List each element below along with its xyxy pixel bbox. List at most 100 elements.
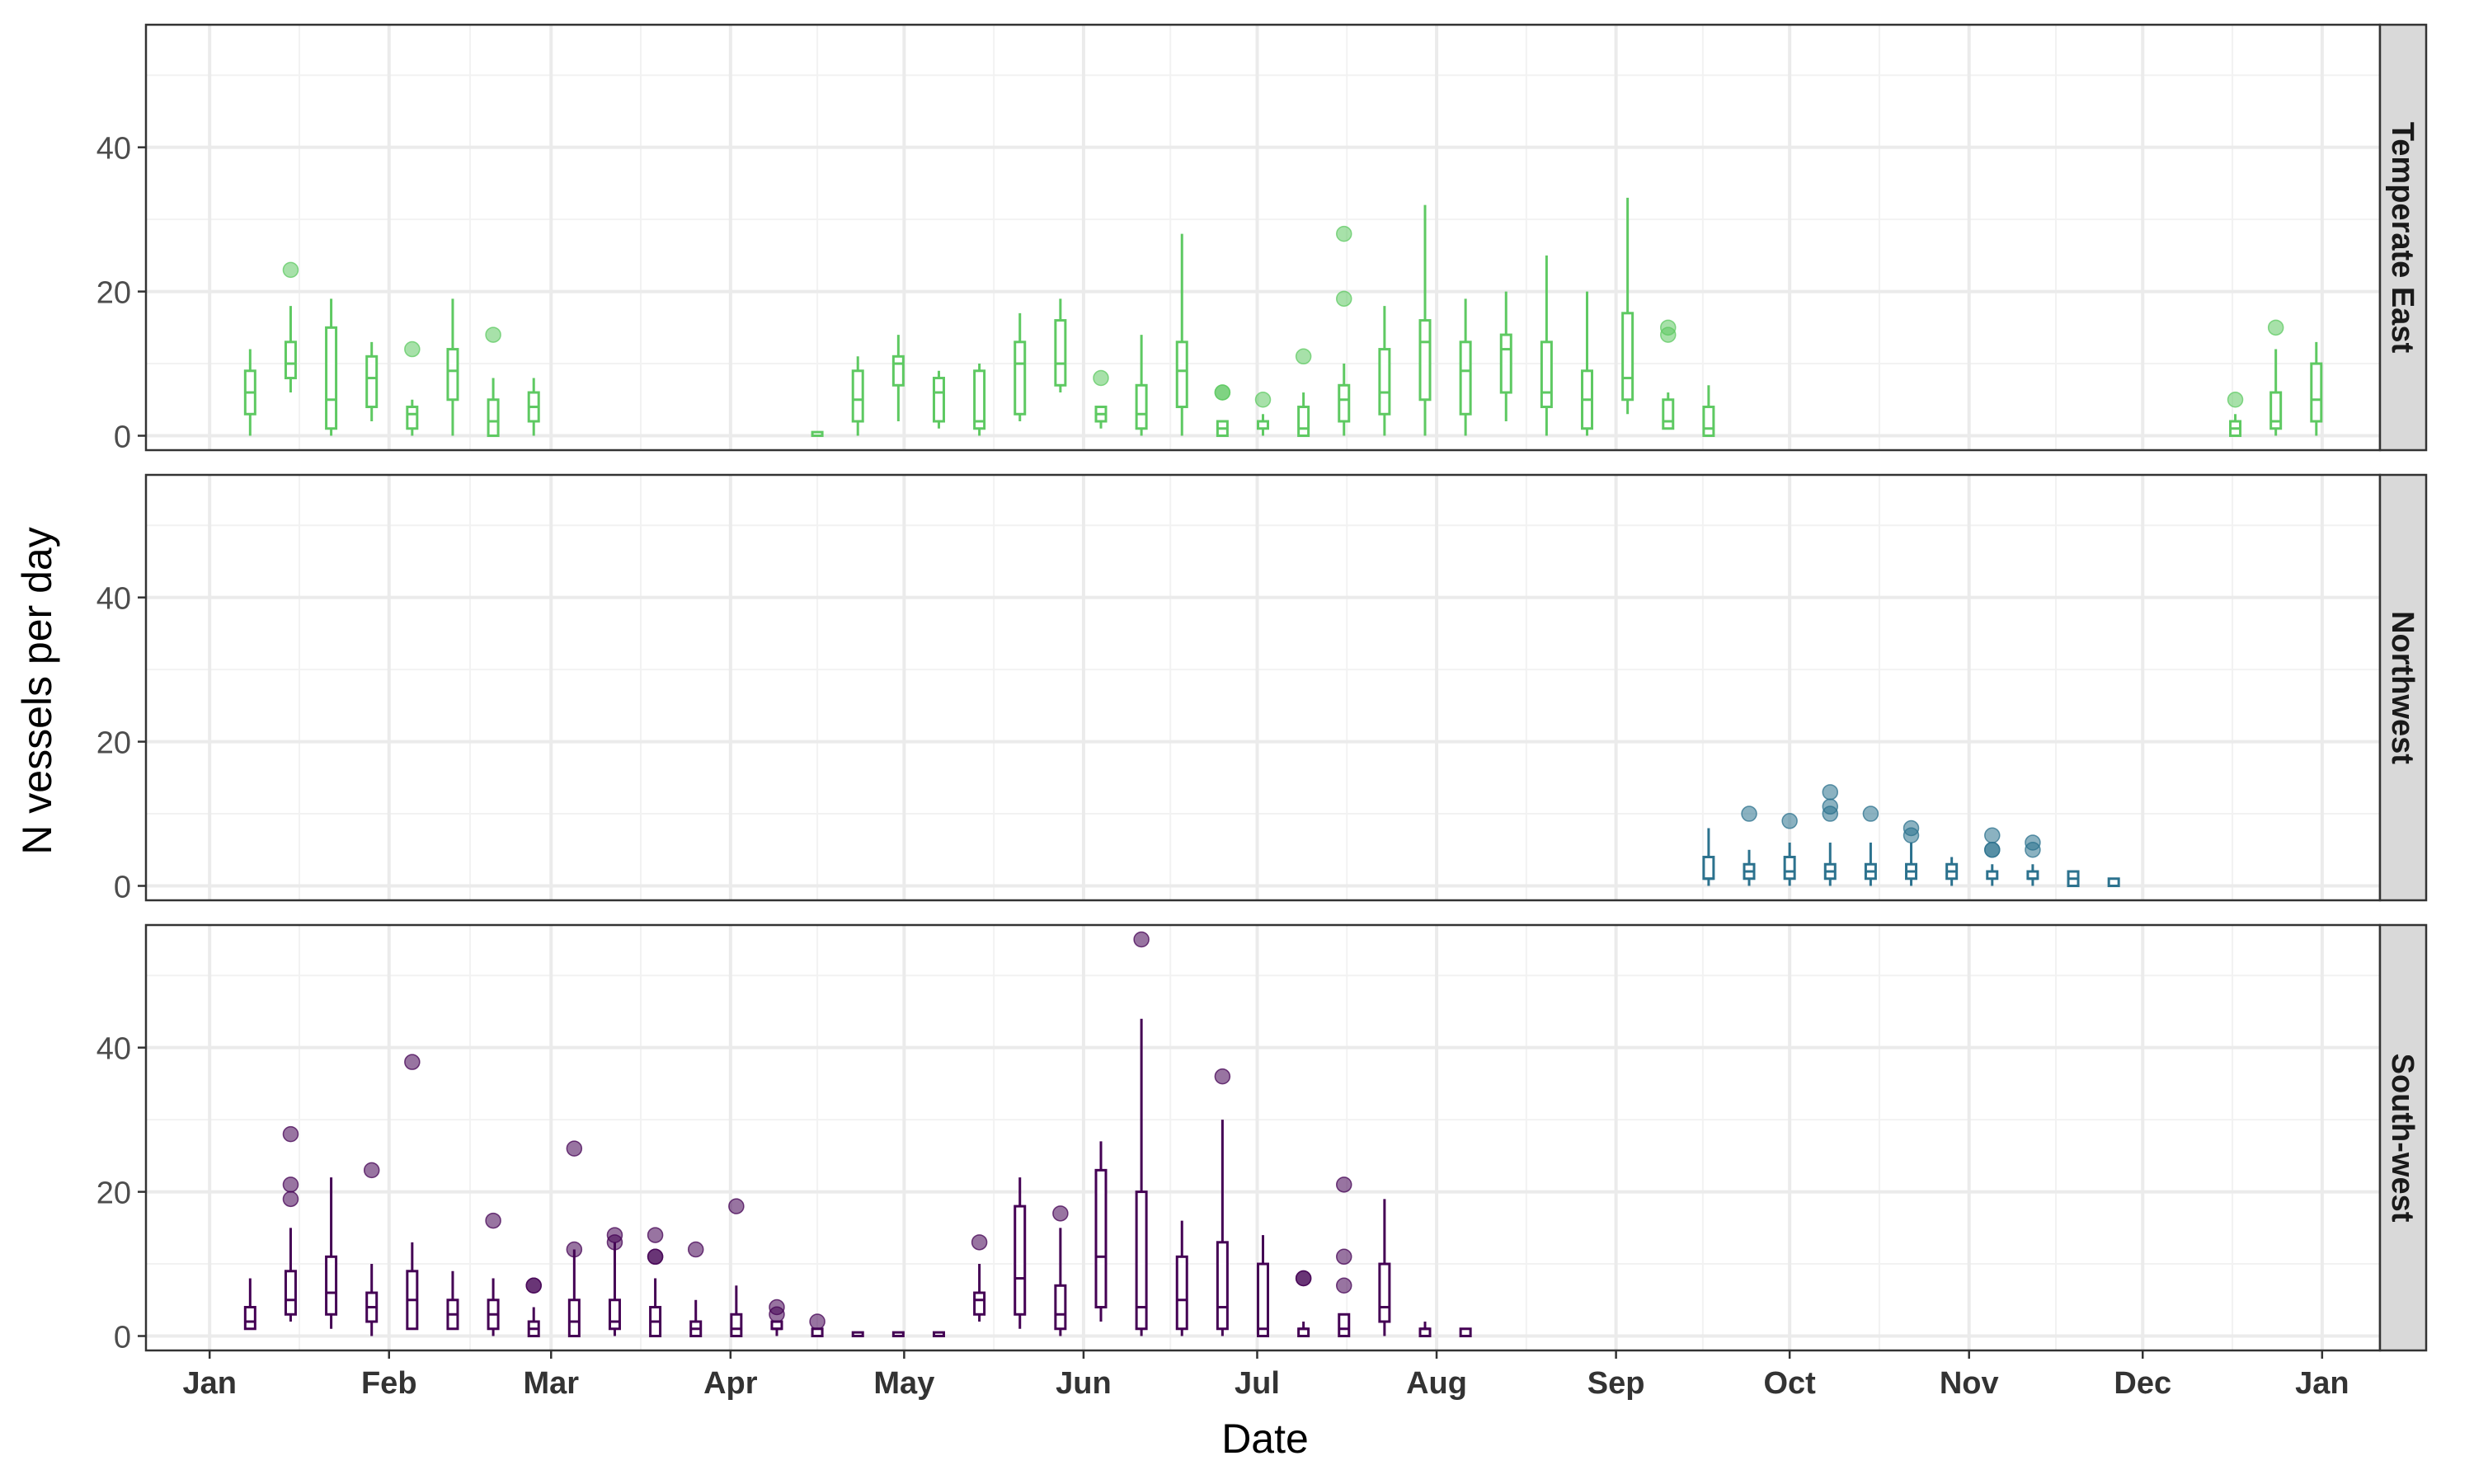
box-body — [1338, 1313, 1351, 1338]
outlier-point — [2267, 319, 2284, 336]
box-body — [1338, 383, 1351, 423]
outlier-point — [485, 1212, 501, 1229]
box — [1499, 291, 1512, 422]
x-tick-label: Sep — [1587, 1366, 1645, 1401]
box-body — [973, 369, 986, 430]
box-body — [1135, 383, 1148, 430]
box — [1822, 784, 1839, 886]
box-body — [567, 1298, 581, 1338]
box — [1295, 1270, 1312, 1338]
box — [446, 298, 459, 436]
box-body — [1175, 340, 1188, 409]
box-body — [2269, 391, 2283, 430]
box — [1378, 306, 1391, 436]
box-body — [1257, 1262, 1269, 1338]
box — [1257, 1235, 1269, 1338]
outlier-point — [1052, 1205, 1069, 1222]
box — [243, 1278, 256, 1331]
outlier-point — [1295, 1270, 1312, 1287]
box — [404, 1054, 421, 1331]
box — [2107, 877, 2120, 888]
facet-strip — [2378, 923, 2428, 1352]
box — [2310, 341, 2323, 436]
panel-background — [146, 475, 2380, 900]
outlier-point — [282, 1125, 299, 1143]
box-body — [1175, 1255, 1188, 1331]
box — [1459, 1327, 1472, 1338]
box — [1014, 1177, 1027, 1329]
y-tick-label: 40 — [96, 1032, 131, 1067]
facet-strip-label: South-west — [2385, 1054, 2420, 1223]
outlier-point — [1254, 392, 1272, 408]
box-body — [446, 348, 459, 402]
box — [1336, 1176, 1352, 1338]
outlier-point — [1336, 1277, 1352, 1294]
outlier-point — [769, 1298, 785, 1316]
x-tick-label: Jan — [182, 1366, 236, 1401]
box-body — [1216, 1241, 1229, 1331]
box — [1135, 335, 1148, 436]
box — [1702, 385, 1715, 438]
panel-background — [146, 25, 2380, 450]
outlier-point — [282, 1176, 299, 1193]
box — [404, 340, 421, 436]
box — [809, 1313, 825, 1338]
box-body — [730, 1313, 743, 1338]
outlier-point — [1133, 931, 1150, 948]
box — [1175, 233, 1188, 436]
box — [932, 1331, 945, 1338]
outlier-point — [687, 1241, 704, 1258]
box — [446, 1270, 459, 1331]
box — [1094, 1141, 1108, 1322]
x-tick-label: Dec — [2114, 1366, 2171, 1401]
box-body — [487, 398, 500, 438]
box-body — [1459, 340, 1472, 416]
box — [769, 1298, 785, 1336]
x-tick-label: Apr — [703, 1366, 758, 1401]
box — [1336, 225, 1352, 436]
box — [1621, 197, 1634, 415]
outlier-point — [1336, 225, 1352, 242]
box — [728, 1198, 745, 1338]
box-body — [851, 369, 864, 423]
box — [1175, 1220, 1188, 1336]
box-body — [1783, 856, 1796, 881]
box — [1054, 298, 1067, 393]
box — [811, 430, 824, 438]
box-body — [1297, 406, 1310, 438]
box-body — [284, 1270, 297, 1316]
box-body — [1540, 340, 1553, 409]
box — [1214, 1068, 1231, 1336]
outlier-point — [971, 1234, 988, 1251]
outlier-point — [1093, 369, 1109, 387]
box — [485, 1212, 501, 1336]
box — [325, 298, 338, 436]
y-tick-label: 40 — [96, 132, 131, 167]
outlier-point — [566, 1241, 583, 1258]
box-body — [1378, 348, 1391, 416]
outlier-point — [1336, 1176, 1352, 1193]
outlier-point — [1984, 827, 2001, 844]
box — [2227, 392, 2244, 438]
box — [891, 1331, 905, 1338]
outlier-point — [282, 1190, 299, 1208]
outlier-point — [1214, 1068, 1231, 1085]
box-body — [1135, 1190, 1148, 1331]
box — [1133, 931, 1150, 1336]
outlier-point — [1862, 805, 1879, 822]
box — [971, 1234, 988, 1322]
box — [1459, 298, 1472, 436]
outlier-point — [809, 1313, 825, 1330]
outlier-point — [404, 340, 421, 358]
outlier-point — [1822, 798, 1839, 815]
box — [1254, 392, 1272, 436]
box — [687, 1241, 704, 1338]
box — [566, 1140, 583, 1338]
box-body — [2310, 362, 2323, 423]
x-tick-label: Jun — [1056, 1366, 1112, 1401]
outlier-point — [1903, 819, 1920, 837]
box-body — [1702, 406, 1715, 438]
outlier-point — [2227, 392, 2244, 408]
panel-northwest: 0 20 40 Northwest — [96, 473, 2428, 905]
